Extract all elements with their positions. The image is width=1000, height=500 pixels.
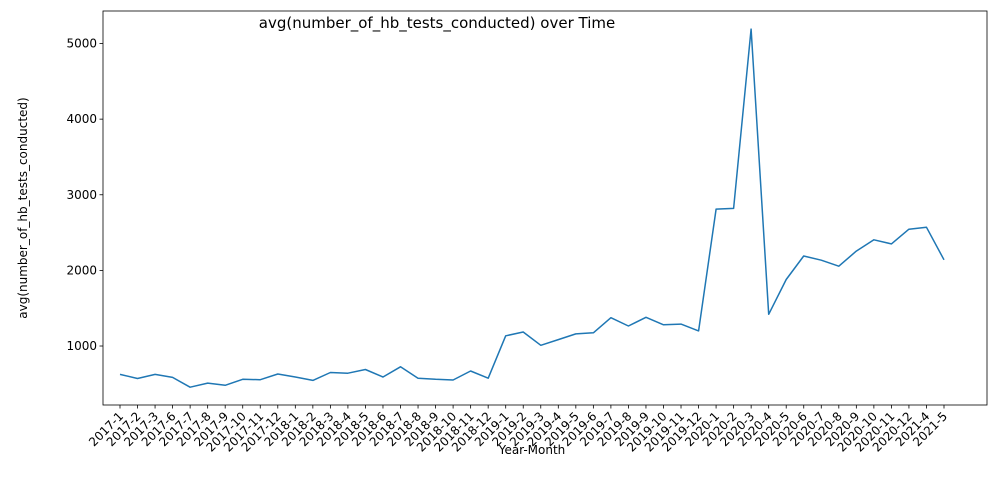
series-line: [119, 28, 945, 388]
x-axis-label: Year-Month: [498, 443, 566, 457]
y-tick-label: 5000: [66, 37, 97, 51]
y-tick-label: 2000: [66, 263, 97, 277]
y-axis: 1000 2000 3000 4000 5000: [66, 37, 103, 353]
series-group: [119, 28, 945, 388]
plot-area-frame: [102, 10, 988, 406]
y-axis-label: avg(number_of_hb_tests_conducted): [16, 97, 30, 318]
y-tick-label: 3000: [66, 188, 97, 202]
chart-title: avg(number_of_hb_tests_conducted) over T…: [259, 14, 615, 33]
y-tick-label: 1000: [66, 339, 97, 353]
y-tick-label: 4000: [66, 112, 97, 126]
